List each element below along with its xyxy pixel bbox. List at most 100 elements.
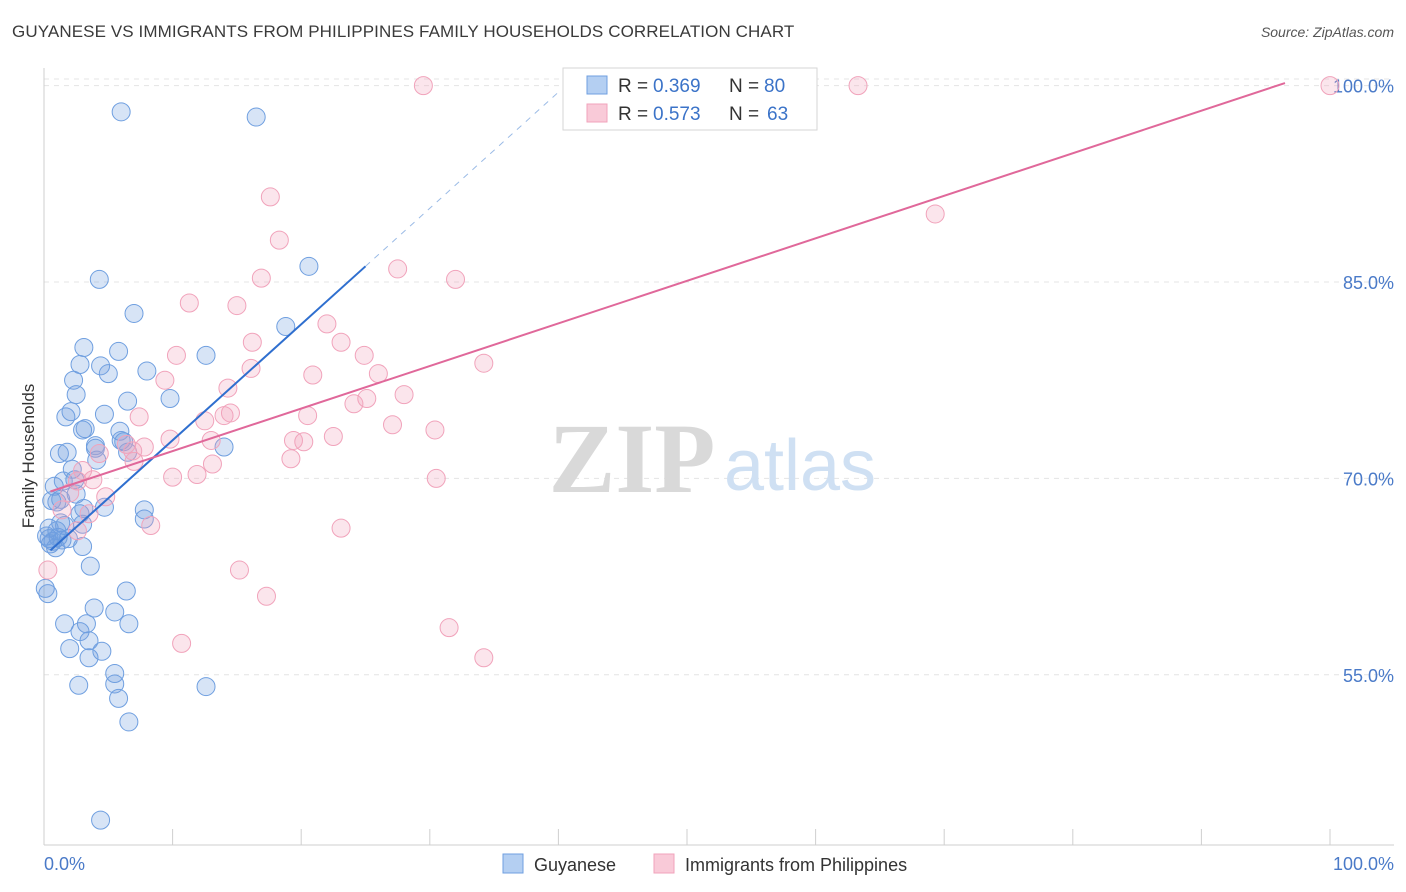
stats-swatch-philippines	[586, 103, 608, 123]
legend-label-guyanese[interactable]: Guyanese	[534, 855, 616, 875]
stats-n-value-guyanese: 80	[764, 76, 785, 97]
point-guyanese	[76, 614, 96, 634]
point-guyanese	[160, 389, 180, 409]
point-philippines	[283, 430, 303, 450]
point-philippines	[354, 345, 374, 365]
point-philippines	[73, 461, 93, 481]
point-philippines	[67, 471, 87, 491]
point-philippines	[134, 437, 154, 457]
point-guyanese	[61, 402, 81, 422]
point-guyanese	[119, 712, 139, 732]
stats-n-label-guyanese: N =	[729, 76, 759, 97]
point-guyanese	[196, 677, 216, 697]
y-tick-label: 55.0%	[1343, 666, 1394, 686]
stats-n-value-philippines: 63	[767, 104, 788, 125]
stats-legend: R = 0.369 N = 80 R = 0.573 N = 63	[562, 67, 818, 131]
point-philippines	[394, 385, 414, 405]
point-philippines	[79, 504, 99, 524]
legend-label-philippines[interactable]: Immigrants from Philippines	[685, 855, 907, 875]
series-guyanese-points	[35, 102, 319, 830]
y-axis-title: Family Households	[19, 384, 38, 529]
y-tick-label: 85.0%	[1343, 273, 1394, 293]
watermark: ZIP atlas	[549, 403, 876, 514]
point-guyanese	[38, 584, 58, 604]
legend-swatch-guyanese[interactable]	[502, 853, 524, 874]
point-philippines	[38, 560, 58, 580]
point-guyanese	[84, 598, 104, 618]
point-philippines	[229, 560, 249, 580]
point-guyanese	[80, 556, 100, 576]
bottom-legend: Guyanese Immigrants from Philippines	[502, 853, 907, 875]
point-philippines	[426, 468, 446, 488]
point-philippines	[474, 648, 494, 668]
grid-lines	[44, 78, 1394, 676]
source-credit: Source: ZipAtlas.com	[1260, 24, 1394, 40]
point-philippines	[220, 403, 240, 423]
stats-r-label-philippines: R =	[618, 104, 648, 125]
point-guyanese	[74, 499, 94, 519]
point-philippines	[357, 389, 377, 409]
trend-lines	[49, 82, 1286, 552]
point-philippines	[160, 429, 180, 449]
series-philippines-points	[38, 76, 1340, 668]
point-guyanese	[94, 404, 114, 424]
legend-swatch-philippines[interactable]	[653, 853, 675, 874]
point-philippines	[425, 420, 445, 440]
trend-line-guyanese	[49, 265, 367, 552]
point-guyanese	[105, 674, 125, 694]
point-guyanese	[56, 407, 76, 427]
point-philippines	[227, 296, 247, 316]
point-guyanese	[49, 444, 69, 464]
point-philippines	[439, 618, 459, 638]
point-philippines	[218, 378, 238, 398]
point-guyanese	[57, 442, 77, 462]
point-guyanese	[109, 341, 129, 361]
point-guyanese	[64, 370, 84, 390]
point-guyanese	[105, 663, 125, 683]
x-tick-label-max: 100.0%	[1333, 854, 1394, 874]
point-philippines	[187, 464, 207, 484]
point-guyanese	[299, 256, 319, 276]
point-philippines	[141, 516, 161, 536]
point-guyanese	[35, 578, 55, 598]
point-guyanese	[111, 102, 131, 122]
point-guyanese	[196, 345, 216, 365]
point-philippines	[331, 518, 351, 538]
chart-title: GUYANESE VS IMMIGRANTS FROM PHILIPPINES …	[12, 22, 795, 41]
point-philippines	[383, 415, 403, 435]
point-guyanese	[55, 614, 75, 634]
point-guyanese	[116, 581, 136, 601]
point-philippines	[195, 411, 215, 431]
point-philippines	[242, 332, 262, 352]
point-philippines	[474, 353, 494, 373]
point-philippines	[331, 332, 351, 352]
point-guyanese	[119, 614, 139, 634]
point-philippines	[163, 467, 183, 487]
point-guyanese	[55, 516, 75, 536]
point-philippines	[172, 633, 192, 653]
point-philippines	[303, 365, 323, 385]
point-philippines	[269, 230, 289, 250]
watermark-zip: ZIP	[549, 403, 716, 514]
stats-r-label-guyanese: R =	[618, 76, 648, 97]
point-philippines	[60, 483, 80, 503]
point-guyanese	[37, 526, 57, 546]
point-philippines	[413, 76, 433, 96]
point-philippines	[155, 370, 175, 390]
point-philippines	[344, 394, 364, 414]
y-tick-labels: 55.0% 70.0% 85.0% 100.0%	[1333, 77, 1394, 686]
point-guyanese	[79, 631, 99, 651]
point-philippines	[96, 487, 116, 507]
point-philippines	[260, 187, 280, 207]
y-tick-label: 100.0%	[1333, 77, 1394, 97]
watermark-atlas: atlas	[724, 426, 876, 506]
point-guyanese	[74, 337, 94, 357]
point-philippines	[89, 444, 109, 464]
x-tick-label-min: 0.0%	[44, 854, 85, 874]
point-guyanese	[137, 361, 157, 381]
x-ticks	[43, 829, 1331, 845]
point-guyanese	[91, 356, 111, 376]
point-guyanese	[118, 391, 138, 411]
point-guyanese	[73, 536, 93, 556]
